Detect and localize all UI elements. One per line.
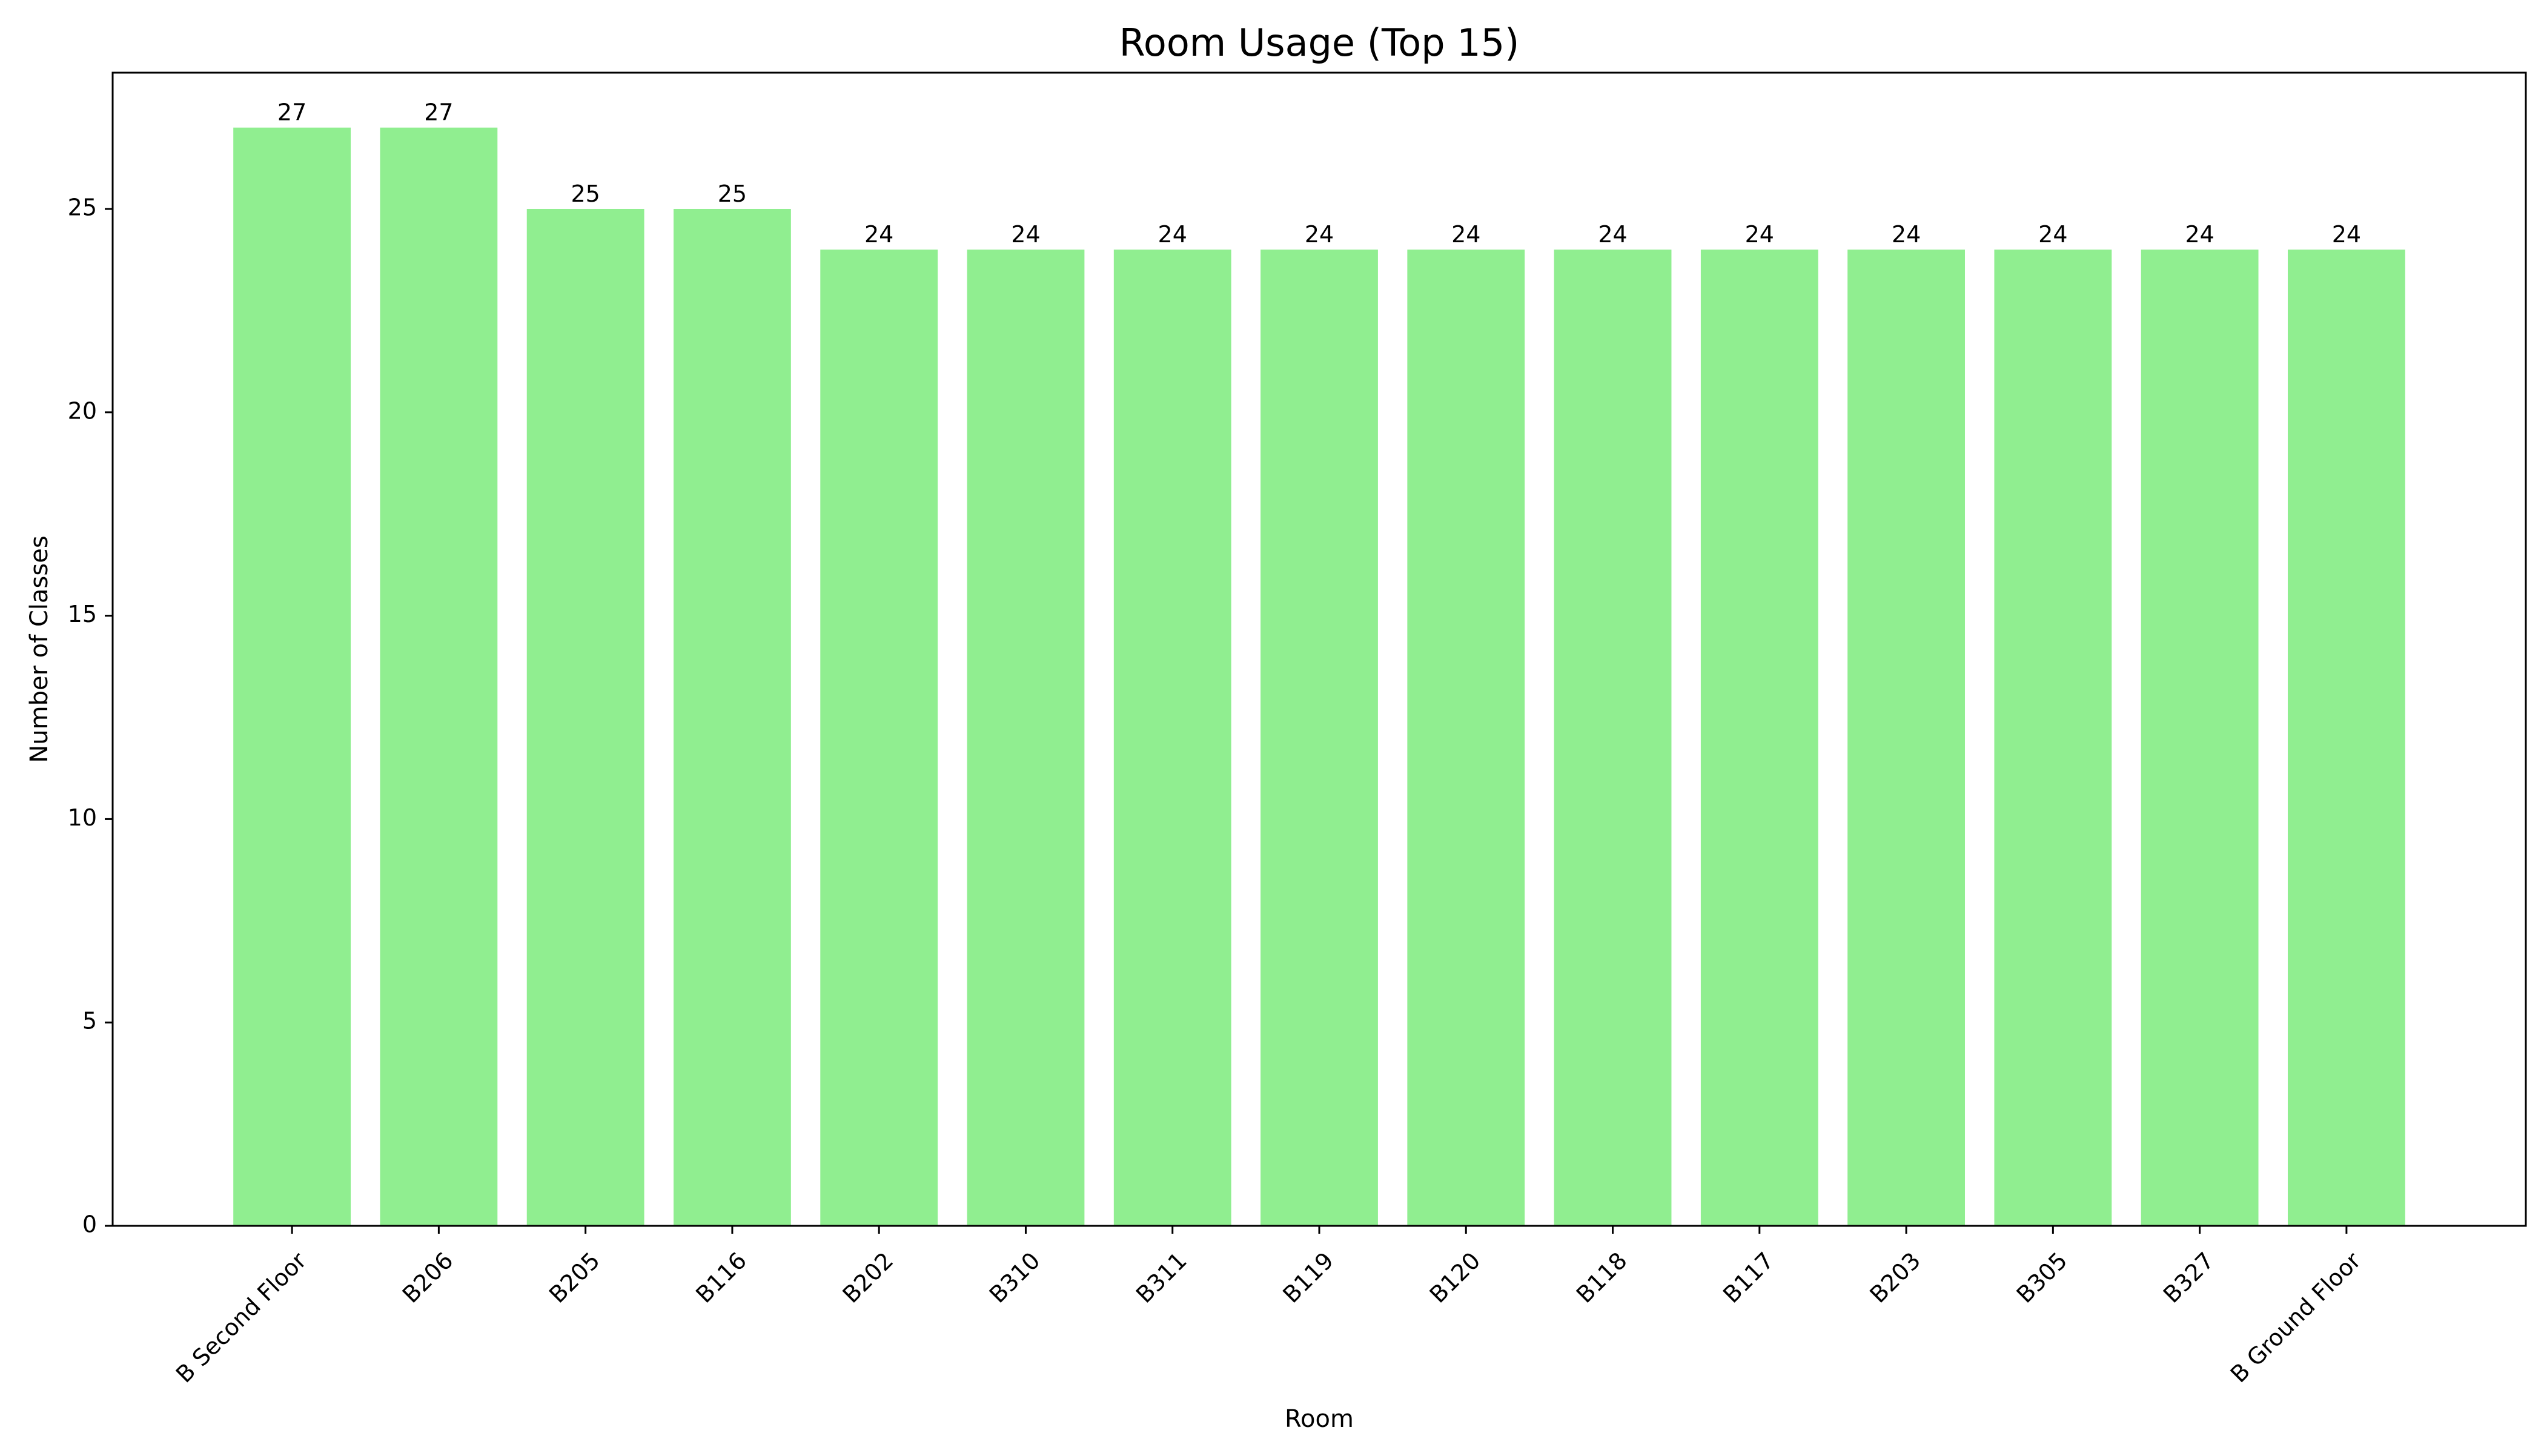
y-tick-label: 20 <box>68 397 97 424</box>
y-tick-label: 0 <box>82 1211 97 1238</box>
y-axis: 0 5 10 15 20 25 <box>68 194 113 1238</box>
data-label: 24 <box>1451 221 1480 248</box>
data-label: 25 <box>571 180 600 207</box>
bar-b-ground-floor <box>2287 250 2405 1226</box>
bar-b117 <box>1700 250 1818 1226</box>
x-tick-label: B311 <box>1131 1247 1192 1308</box>
x-tick-label: B327 <box>2158 1247 2219 1308</box>
y-tick-label: 15 <box>68 601 97 627</box>
x-tick-label: B310 <box>984 1247 1045 1308</box>
data-label: 24 <box>1598 221 1627 248</box>
data-label: 24 <box>1158 221 1187 248</box>
bar-b305 <box>1994 250 2112 1226</box>
bar-b206 <box>380 127 498 1226</box>
bar-b205 <box>526 208 644 1226</box>
bar-b310 <box>967 250 1085 1226</box>
bar-b118 <box>1554 250 1672 1226</box>
data-label: 27 <box>424 99 453 126</box>
chart-title: Room Usage (Top 15) <box>1119 21 1520 65</box>
x-tick-label: B116 <box>691 1247 752 1308</box>
x-tick-label: B Ground Floor <box>2225 1247 2367 1388</box>
bar-b311 <box>1113 250 1231 1226</box>
x-tick-label: B Second Floor <box>171 1247 312 1388</box>
data-label: 25 <box>718 180 747 207</box>
x-tick-label: B206 <box>397 1247 459 1308</box>
data-label: 24 <box>1305 221 1334 248</box>
data-label: 24 <box>2185 221 2214 248</box>
x-tick-label: B205 <box>544 1247 605 1308</box>
x-tick-label: B203 <box>1864 1247 1926 1308</box>
x-tick-label: B202 <box>838 1247 899 1308</box>
x-tick-label: B120 <box>1425 1247 1486 1308</box>
x-axis: B Second Floor B206 B205 B116 B202 B310 B311 B1… <box>171 1226 2366 1388</box>
bar-b202 <box>820 250 938 1226</box>
y-axis-label: Number of Classes <box>25 535 53 763</box>
x-tick-label: B305 <box>2012 1247 2073 1308</box>
y-tick-label: 5 <box>82 1008 97 1034</box>
data-label: 24 <box>2332 221 2361 248</box>
bar-b119 <box>1260 250 1378 1226</box>
bar-b-second-floor <box>233 127 351 1226</box>
x-tick-label: B119 <box>1277 1247 1339 1308</box>
y-tick-label: 25 <box>68 194 97 220</box>
data-label: 24 <box>1011 221 1040 248</box>
data-label: 24 <box>1745 221 1774 248</box>
data-label: 24 <box>1892 221 1921 248</box>
data-label: 27 <box>277 99 306 126</box>
data-label: 24 <box>2038 221 2067 248</box>
bar-b327 <box>2141 250 2259 1226</box>
bar-b116 <box>674 208 791 1226</box>
bar-b120 <box>1407 250 1525 1226</box>
plot-frame <box>111 71 2527 1227</box>
data-label: 24 <box>864 221 893 248</box>
x-tick-label: B118 <box>1571 1247 1632 1308</box>
bar-b203 <box>1847 250 1965 1226</box>
y-tick-label: 10 <box>68 804 97 831</box>
x-axis-label: Room <box>1285 1405 1354 1433</box>
bars-layer: 27 27 25 25 24 24 24 24 24 24 24 24 24 24 24 <box>233 99 2405 1226</box>
x-tick-label: B117 <box>1718 1247 1779 1308</box>
